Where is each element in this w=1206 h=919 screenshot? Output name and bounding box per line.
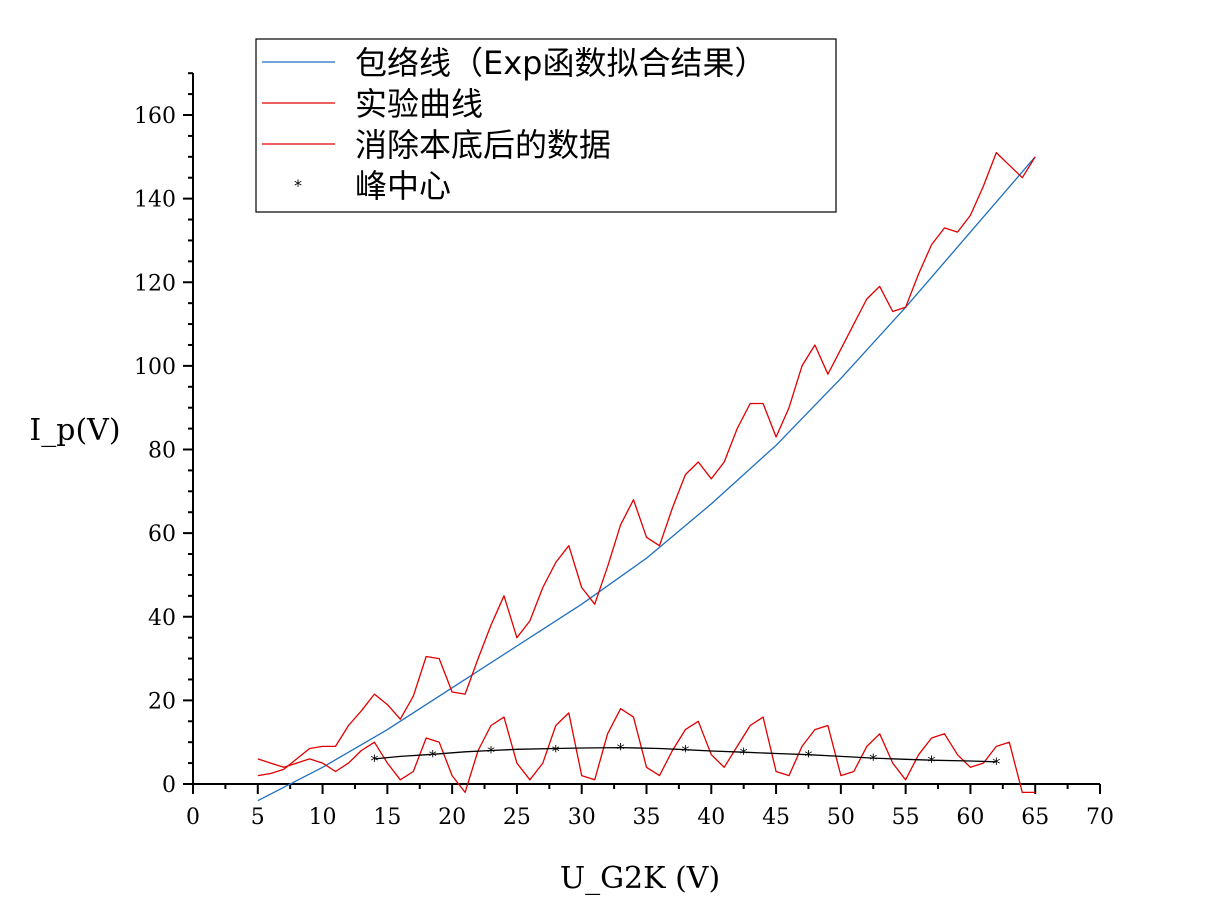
- peak-center-point: *: [869, 750, 877, 769]
- legend-label: 包络线（Exp函数拟合结果）: [355, 44, 766, 82]
- y-axis-label: I_p(V): [29, 413, 120, 448]
- x-tick-label: 45: [762, 805, 790, 830]
- plot-area: * * * * * * * * * * *: [257, 151, 1036, 802]
- x-tick-label: 60: [956, 805, 984, 830]
- series-line-0: [257, 156, 1036, 802]
- x-tick-label: 35: [633, 805, 661, 830]
- y-tick-label: 20: [148, 689, 176, 714]
- peak-center-point: *: [804, 747, 812, 766]
- x-tick-label: 15: [373, 805, 401, 830]
- y-tick-label: 40: [148, 606, 176, 631]
- x-tick-label: 0: [186, 805, 200, 830]
- y-tick-label: 100: [134, 355, 176, 380]
- series-line-1: [257, 151, 1036, 777]
- x-tick-label: 50: [827, 805, 855, 830]
- x-tick-label: 25: [503, 805, 531, 830]
- legend-label: 峰中心: [355, 167, 451, 205]
- x-axis-label: U_G2K (V): [560, 861, 720, 896]
- y-tick-label: 140: [134, 188, 176, 213]
- peak-center-point: *: [552, 741, 560, 760]
- y-tick-label: 120: [134, 271, 176, 296]
- x-tick-label: 20: [438, 805, 466, 830]
- peak-center-point: *: [429, 747, 437, 766]
- x-tick-label: 65: [1021, 805, 1049, 830]
- x-tick-label: 30: [568, 805, 596, 830]
- peak-center-point: *: [992, 754, 1000, 773]
- legend-box: [255, 38, 837, 213]
- x-tick-label: 55: [892, 805, 920, 830]
- axes: 0 5 10 15 20 25 30 35 40 45 50 55 60 65 70 0 20 40 60 80 100…: [134, 72, 1114, 830]
- peak-center-point: *: [370, 751, 378, 770]
- x-tick-label: 70: [1086, 805, 1114, 830]
- legend-marker-star: *: [294, 176, 302, 195]
- series-line-2: [257, 708, 1036, 794]
- peak-center-point: *: [681, 742, 689, 761]
- peak-center-point: *: [928, 752, 936, 771]
- x-tick-label: 5: [251, 805, 265, 830]
- x-tick-label: 40: [697, 805, 725, 830]
- legend-label: 消除本底后的数据: [355, 126, 611, 164]
- peak-center-point: *: [617, 740, 625, 759]
- series-line-4: [374, 746, 997, 763]
- peak-center-point: *: [487, 743, 495, 762]
- peak-center-point: *: [740, 744, 748, 763]
- y-tick-label: 0: [162, 773, 176, 798]
- y-tick-label: 160: [134, 104, 176, 129]
- x-tick-label: 10: [309, 805, 337, 830]
- legend-label: 实验曲线: [355, 85, 483, 123]
- y-tick-label: 60: [148, 522, 176, 547]
- y-tick-label: 80: [148, 439, 176, 464]
